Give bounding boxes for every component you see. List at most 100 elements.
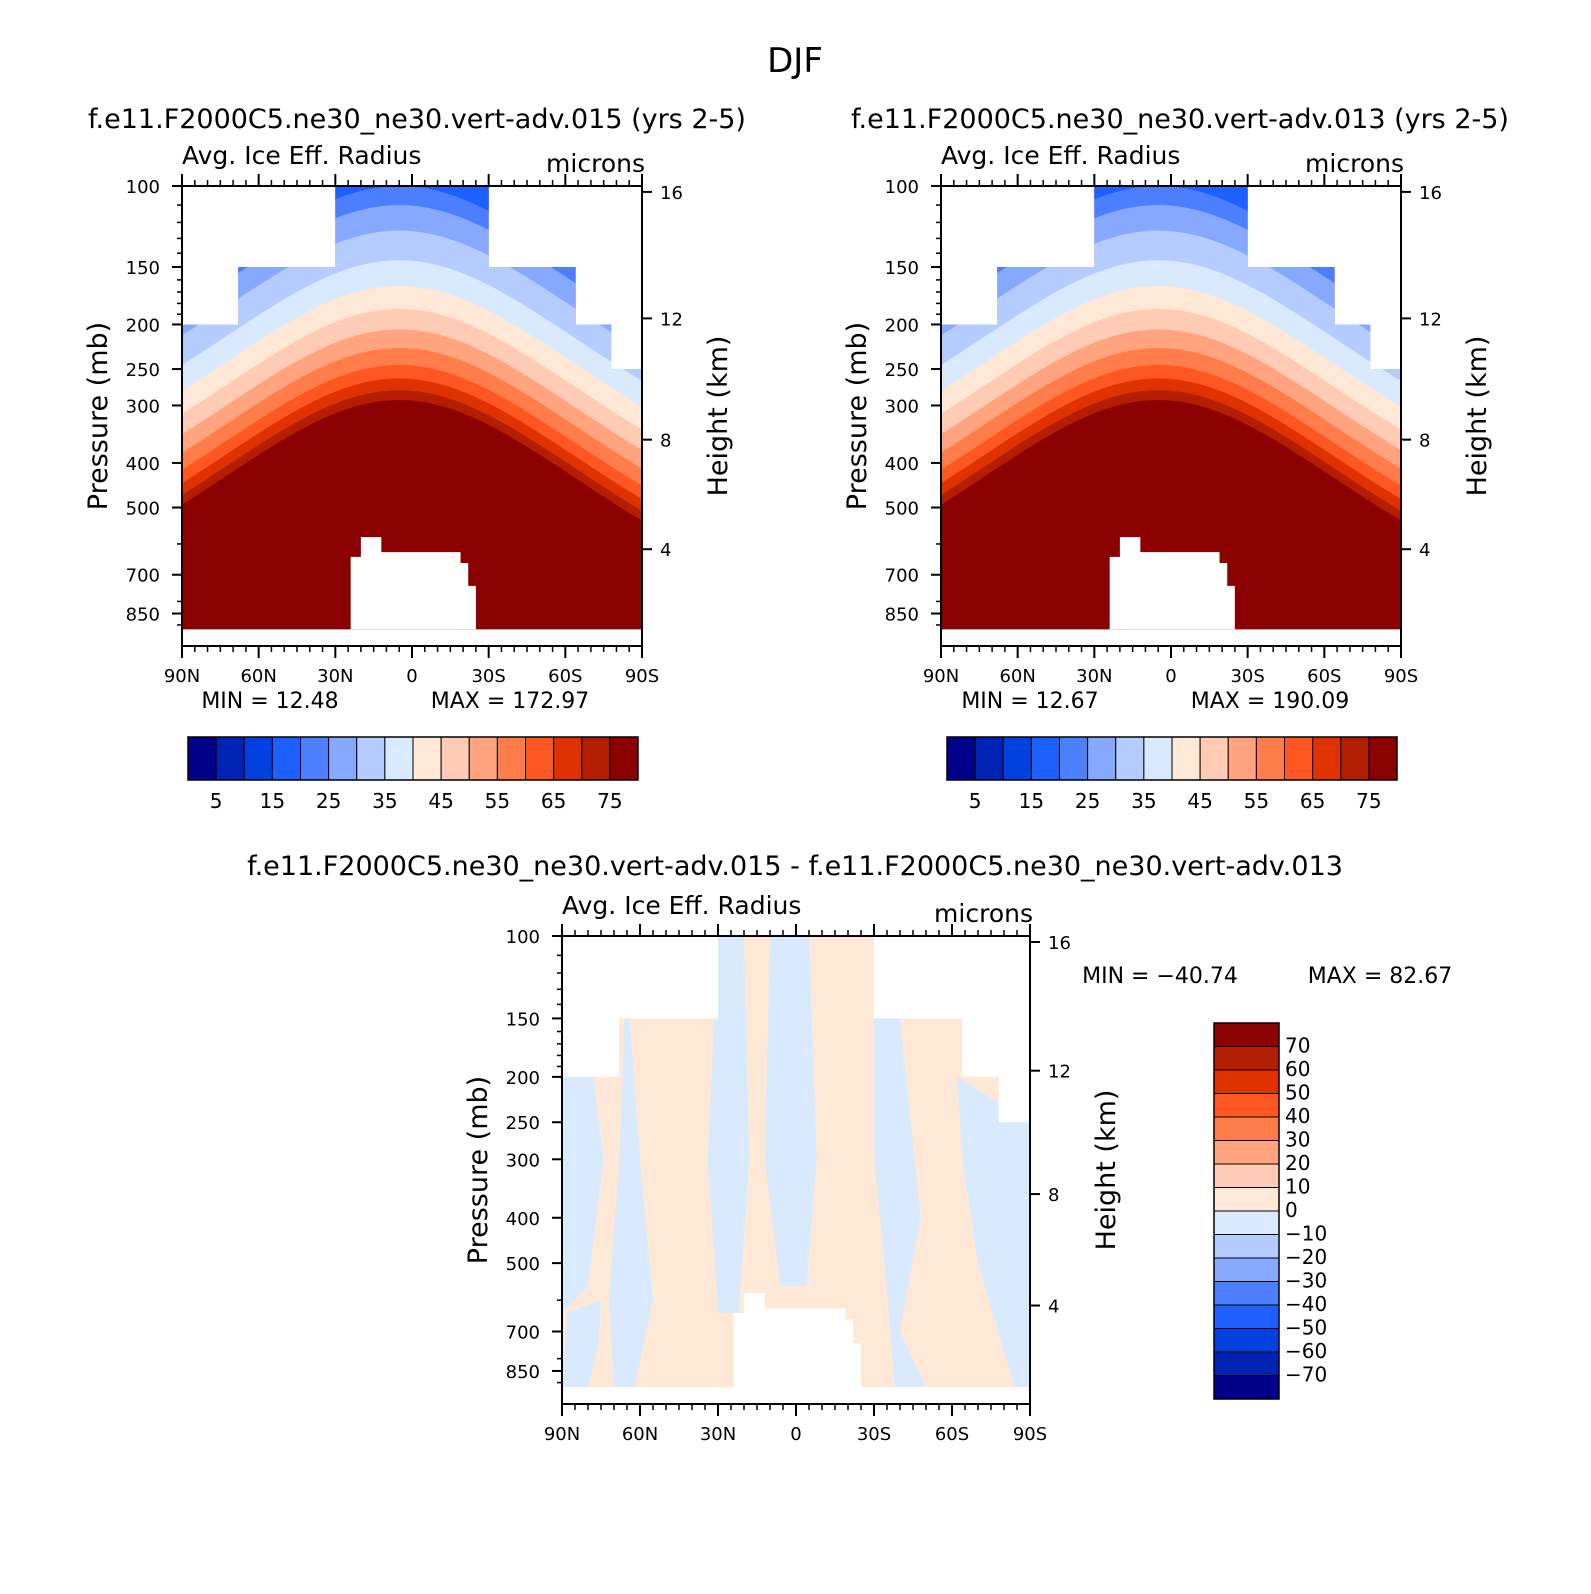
colorbar-box: [328, 736, 358, 781]
x-tick-label: 30N: [700, 1424, 736, 1445]
colorbar-label: −40: [1285, 1292, 1327, 1316]
max-label: MAX = 82.67: [1308, 964, 1453, 989]
x-tick-label: 90S: [1013, 1424, 1047, 1445]
y-right-tick-label: 8: [1419, 431, 1430, 452]
panel1-colorbar: 5 15 25 35 45 55 65 75: [187, 736, 639, 813]
colorbar-box: [1059, 736, 1089, 781]
colorbar-label: 35: [1131, 789, 1156, 813]
y-right-tick-label: 8: [660, 431, 671, 452]
colorbar-box: [1340, 736, 1370, 781]
colorbar-box: [468, 736, 498, 781]
x-tick-label: 60N: [999, 666, 1035, 687]
colorbar-label: 45: [1187, 789, 1212, 813]
colorbar-box: [1213, 1328, 1280, 1353]
min-label: MIN = 12.67: [961, 689, 1098, 714]
x-tick-label: 90N: [164, 666, 200, 687]
colorbar-label: −20: [1285, 1245, 1327, 1269]
panel2-title: f.e11.F2000C5.ne30_ne30.vert-adv.013 (yr…: [851, 104, 1509, 135]
colorbar-label: 20: [1285, 1151, 1310, 1175]
panel1-title: f.e11.F2000C5.ne30_ne30.vert-adv.015 (yr…: [88, 104, 746, 135]
y-tick-label: 400: [126, 454, 160, 475]
y-right-tick-label: 12: [1048, 1062, 1071, 1083]
subtitle-right: microns: [934, 899, 1033, 928]
subtitle-left: Avg. Ice Eff. Radius: [562, 891, 801, 920]
subtitle-left: Avg. Ice Eff. Radius: [182, 141, 421, 170]
colorbar-box: [440, 736, 470, 781]
y-right-tick-label: 8: [1048, 1185, 1059, 1206]
colorbar-box: [974, 736, 1004, 781]
colorbar-label: 30: [1285, 1128, 1310, 1152]
colorbar-label: −50: [1285, 1316, 1327, 1340]
colorbar-box: [1227, 736, 1257, 781]
y-tick-label: 150: [506, 1009, 540, 1030]
colorbar-box: [1213, 1304, 1280, 1329]
min-label: MIN = −40.74: [1082, 964, 1238, 989]
y-axis-label: Pressure (mb): [842, 322, 873, 510]
y-tick-label: 100: [126, 177, 160, 198]
colorbar-box: [1213, 1210, 1280, 1235]
colorbar-box: [1213, 1187, 1280, 1212]
colorbar-label: 25: [316, 789, 341, 813]
colorbar-box: [553, 736, 583, 781]
y-tick-label: 300: [506, 1150, 540, 1171]
colorbar-label: 15: [260, 789, 285, 813]
colorbar-box: [412, 736, 442, 781]
y-tick-label: 250: [885, 360, 919, 381]
x-tick-label: 0: [1165, 666, 1176, 687]
colorbar-label: −70: [1285, 1363, 1327, 1387]
colorbar-label: 65: [541, 789, 566, 813]
panel2-colorbar: 5 15 25 35 45 55 65 75: [946, 736, 1398, 813]
colorbar-box: [1213, 1093, 1280, 1118]
colorbar-box: [271, 736, 301, 781]
colorbar-box: [1213, 1022, 1280, 1047]
x-tick-label: 60N: [240, 666, 276, 687]
colorbar-box: [1213, 1257, 1280, 1282]
colorbar-box: [1213, 1281, 1280, 1306]
y-right-axis-label: Height (km): [703, 336, 734, 497]
colorbar-box: [384, 736, 414, 781]
subtitle-left: Avg. Ice Eff. Radius: [941, 141, 1180, 170]
colorbar-box: [215, 736, 245, 781]
colorbar-frame: [187, 736, 639, 781]
surface-mask: [1109, 537, 1235, 630]
y-tick-label: 500: [885, 499, 919, 520]
y-tick-label: 200: [885, 315, 919, 336]
x-tick-label: 90S: [625, 666, 659, 687]
colorbar-box: [1030, 736, 1060, 781]
band: [608, 1018, 653, 1388]
colorbar-box: [1199, 736, 1229, 781]
colorbar-box: [1143, 736, 1173, 781]
y-tick-label: 700: [506, 1323, 540, 1344]
y-tick-label: 200: [506, 1068, 540, 1089]
colorbar-box: [1087, 736, 1117, 781]
colorbar-box: [609, 736, 639, 781]
colorbar-box: [946, 736, 976, 781]
y-tick-label: 700: [885, 566, 919, 587]
colorbar-box: [525, 736, 555, 781]
y-tick-label: 400: [506, 1209, 540, 1230]
colorbar-label: 5: [969, 789, 982, 813]
y-tick-label: 100: [885, 177, 919, 198]
y-tick-label: 100: [506, 927, 540, 948]
colorbar-label: 50: [1285, 1081, 1310, 1105]
colorbar-box: [356, 736, 386, 781]
y-right-tick-label: 16: [1419, 183, 1442, 204]
subtitle-right: microns: [546, 149, 645, 178]
y-tick-label: 850: [126, 605, 160, 626]
surface-mask: [350, 537, 476, 630]
panel2-plot: 100 150 200 250 300 400 500 700 850 16 12 8 4 90N 60N 3…: [842, 141, 1493, 714]
colorbar-box: [1002, 736, 1032, 781]
x-tick-label: 90N: [923, 666, 959, 687]
colorbar-frame: [946, 736, 1398, 781]
y-right-axis-label: Height (km): [1091, 1090, 1122, 1251]
colorbar-label: 60: [1285, 1057, 1310, 1081]
x-tick-label: 60S: [1307, 666, 1341, 687]
y-axis-label: Pressure (mb): [463, 1076, 494, 1264]
y-right-tick-label: 12: [1419, 309, 1442, 330]
band: [874, 936, 926, 1388]
x-tick-label: 30S: [1230, 666, 1264, 687]
y-tick-label: 500: [506, 1254, 540, 1275]
y-tick-label: 150: [885, 258, 919, 279]
colorbar-box: [1213, 1351, 1280, 1376]
